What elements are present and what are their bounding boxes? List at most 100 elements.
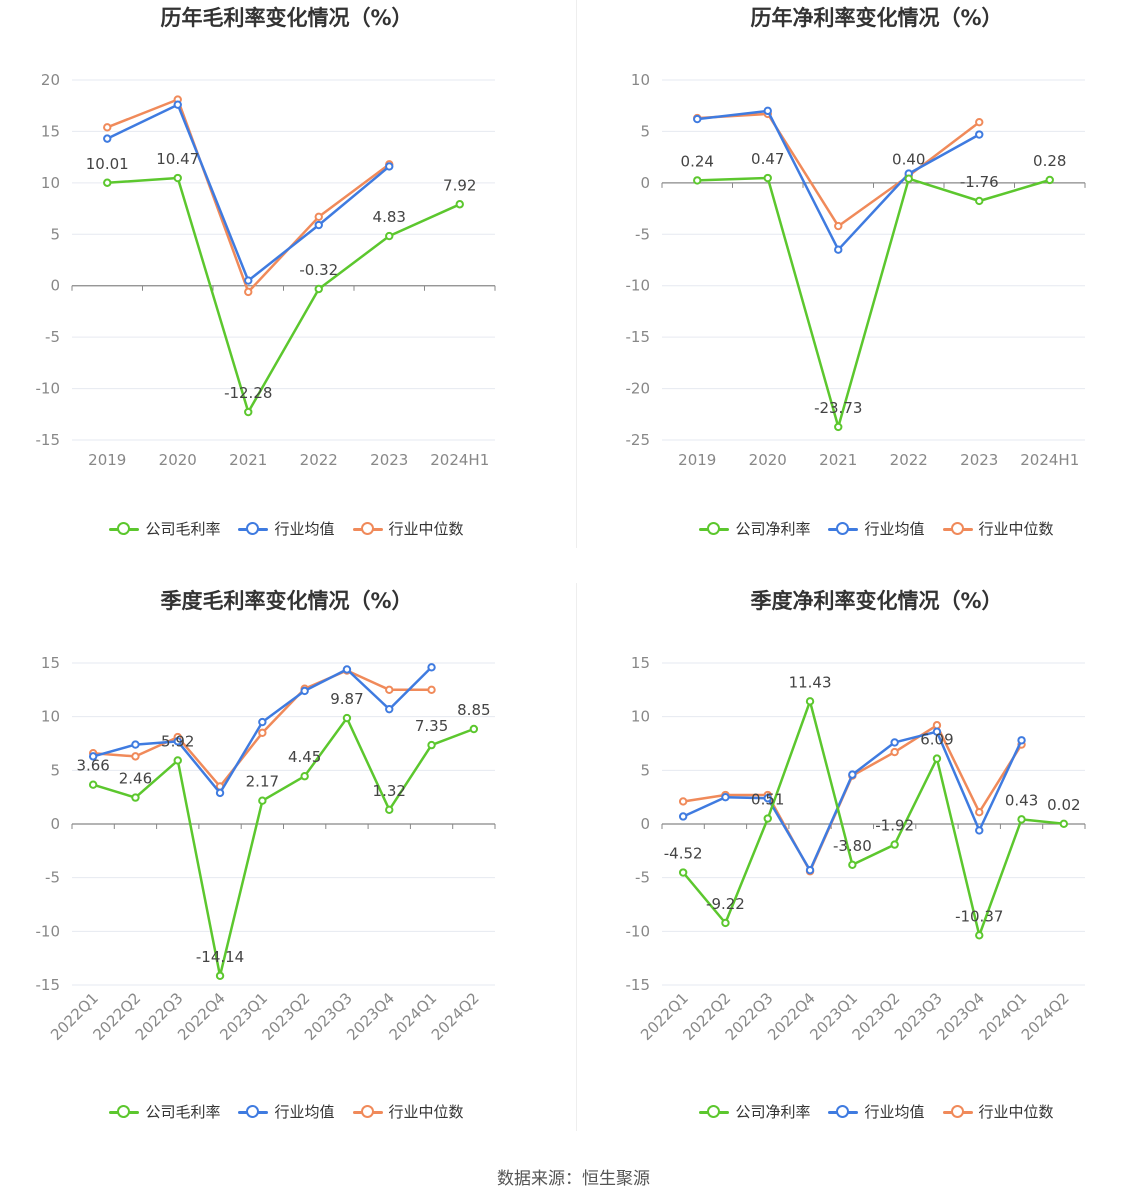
data-point-company bbox=[215, 971, 225, 980]
y-tick-label: -15 bbox=[36, 431, 61, 449]
data-label: 11.43 bbox=[789, 673, 832, 691]
data-point-avg bbox=[342, 665, 352, 674]
data-label: 5.92 bbox=[161, 732, 194, 750]
data-point-median bbox=[890, 747, 899, 757]
legend-item-avg[interactable]: 行业均值 bbox=[828, 518, 925, 539]
data-point-company bbox=[314, 284, 323, 294]
data-point-company bbox=[173, 173, 182, 183]
data-label: 0.47 bbox=[751, 150, 784, 168]
data-label: 6.09 bbox=[920, 731, 953, 749]
panel-divider-top bbox=[576, 0, 577, 548]
y-tick-label: 0 bbox=[50, 277, 60, 295]
data-point-company bbox=[1059, 819, 1069, 828]
data-point-company bbox=[805, 697, 815, 706]
legend-item-median[interactable]: 行业中位数 bbox=[942, 1101, 1054, 1122]
data-point-company bbox=[975, 196, 984, 206]
data-point-company bbox=[385, 231, 394, 241]
data-point-company bbox=[763, 814, 772, 823]
chart-legend: 公司毛利率 行业均值 行业中位数 bbox=[0, 1101, 573, 1122]
data-point-avg bbox=[300, 686, 309, 696]
data-label: 7.35 bbox=[415, 717, 448, 735]
data-point-company bbox=[890, 840, 899, 849]
legend-label: 行业中位数 bbox=[388, 520, 464, 538]
y-tick-label: 0 bbox=[640, 174, 650, 192]
legend-line-circle-icon bbox=[352, 1104, 383, 1119]
x-tick-label: 2022 bbox=[300, 451, 338, 469]
data-label: 3.66 bbox=[76, 757, 109, 775]
data-point-median bbox=[385, 685, 394, 695]
y-tick-label: -5 bbox=[45, 328, 60, 346]
data-point-median bbox=[975, 807, 984, 817]
data-point-median bbox=[427, 685, 436, 695]
legend-item-avg[interactable]: 行业均值 bbox=[238, 1101, 335, 1122]
data-point-avg bbox=[385, 162, 394, 171]
y-tick-label: -15 bbox=[36, 976, 61, 994]
data-point-avg bbox=[834, 245, 843, 254]
chart-title: 历年毛利率变化情况（%） bbox=[160, 6, 413, 30]
quarterly-net-margin-chart: 季度净利率变化情况（%） 15 10 5 0 -5 -10 -15 2022Q1 2022Q2 2… bbox=[590, 583, 1147, 1166]
legend-swatch-circle bbox=[117, 521, 131, 535]
data-point-company bbox=[300, 772, 309, 781]
data-point-company bbox=[173, 756, 182, 765]
data-point-avg bbox=[385, 704, 394, 714]
data-label: -10.37 bbox=[955, 907, 1003, 925]
quarterly-gross-margin-chart: 季度毛利率变化情况（%） 15 10 5 0 -5 -10 -15 2022Q1 2022Q2 2… bbox=[0, 583, 573, 1166]
legend-item-company[interactable]: 公司毛利率 bbox=[109, 518, 220, 539]
y-tick-label: 5 bbox=[50, 225, 60, 243]
chart-plot: 151050-5-10-152022Q12022Q22022Q32022Q420… bbox=[626, 654, 1086, 1044]
data-label: -3.80 bbox=[833, 837, 872, 855]
legend-swatch-circle bbox=[836, 521, 850, 535]
data-point-avg bbox=[314, 220, 323, 230]
x-tick-label: 2024Q2 bbox=[428, 989, 483, 1044]
data-point-company bbox=[834, 422, 843, 432]
data-point-company bbox=[975, 931, 984, 940]
data-label: 0.24 bbox=[681, 152, 714, 170]
data-point-company bbox=[1045, 175, 1054, 185]
legend-item-company[interactable]: 公司毛利率 bbox=[109, 1101, 220, 1122]
chart-legend: 公司净利率 行业均值 行业中位数 bbox=[590, 518, 1147, 539]
legend-label: 公司净利率 bbox=[735, 1103, 811, 1121]
legend-swatch-circle bbox=[117, 1104, 131, 1118]
data-label: 10.47 bbox=[156, 150, 199, 168]
legend-line-circle-icon bbox=[238, 1104, 269, 1119]
data-point-company bbox=[678, 868, 688, 877]
y-tick-label: -20 bbox=[626, 380, 651, 398]
data-point-avg bbox=[173, 100, 182, 109]
x-tick-label: 2019 bbox=[678, 451, 716, 469]
legend-item-median[interactable]: 行业中位数 bbox=[942, 518, 1054, 539]
panel-divider-bottom bbox=[576, 583, 577, 1131]
data-point-median bbox=[258, 728, 267, 737]
y-tick-label: 10 bbox=[41, 708, 60, 726]
legend-item-avg[interactable]: 行业均值 bbox=[828, 1101, 925, 1122]
y-tick-label: 10 bbox=[631, 71, 650, 89]
data-point-median bbox=[103, 123, 112, 132]
legend-line-circle-icon bbox=[828, 1104, 859, 1119]
legend-item-median[interactable]: 行业中位数 bbox=[352, 518, 464, 539]
data-point-avg bbox=[103, 134, 112, 143]
legend-swatch-circle bbox=[950, 1104, 964, 1118]
data-point-company bbox=[244, 407, 253, 417]
series-line-company bbox=[682, 700, 1064, 937]
annual-gross-margin-chart: 历年毛利率变化情况（%） 20 15 10 5 0 -5 -10 -15 2019 2020 202… bbox=[0, 0, 573, 583]
legend-item-median[interactable]: 行业中位数 bbox=[352, 1101, 464, 1122]
legend-swatch-circle bbox=[836, 1104, 850, 1118]
legend-line-circle-icon bbox=[942, 521, 973, 536]
y-tick-label: 0 bbox=[640, 815, 650, 833]
y-tick-label: -10 bbox=[36, 380, 61, 398]
legend-item-company[interactable]: 公司净利率 bbox=[699, 1101, 810, 1122]
legend-line-circle-icon bbox=[352, 521, 383, 536]
data-point-median bbox=[932, 721, 942, 730]
legend-label: 行业中位数 bbox=[978, 1103, 1054, 1121]
data-point-avg bbox=[678, 812, 688, 821]
chart-title: 历年净利率变化情况（%） bbox=[750, 6, 1003, 30]
data-point-company bbox=[455, 200, 464, 209]
data-point-avg bbox=[805, 865, 815, 875]
legend-item-avg[interactable]: 行业均值 bbox=[238, 518, 335, 539]
data-label: 0.51 bbox=[751, 791, 784, 809]
legend-item-company[interactable]: 公司净利率 bbox=[699, 518, 810, 539]
data-point-median bbox=[131, 752, 140, 761]
y-tick-label: 15 bbox=[631, 654, 650, 672]
data-point-median bbox=[314, 212, 323, 222]
data-point-avg bbox=[932, 727, 942, 736]
data-point-avg bbox=[763, 794, 772, 803]
